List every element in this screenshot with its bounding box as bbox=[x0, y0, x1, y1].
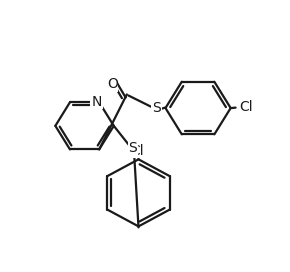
Text: S: S bbox=[128, 141, 137, 155]
Text: Cl: Cl bbox=[130, 144, 144, 157]
Text: S: S bbox=[152, 101, 161, 115]
Text: O: O bbox=[107, 77, 118, 91]
Text: Cl: Cl bbox=[240, 100, 253, 115]
Text: N: N bbox=[91, 95, 102, 109]
